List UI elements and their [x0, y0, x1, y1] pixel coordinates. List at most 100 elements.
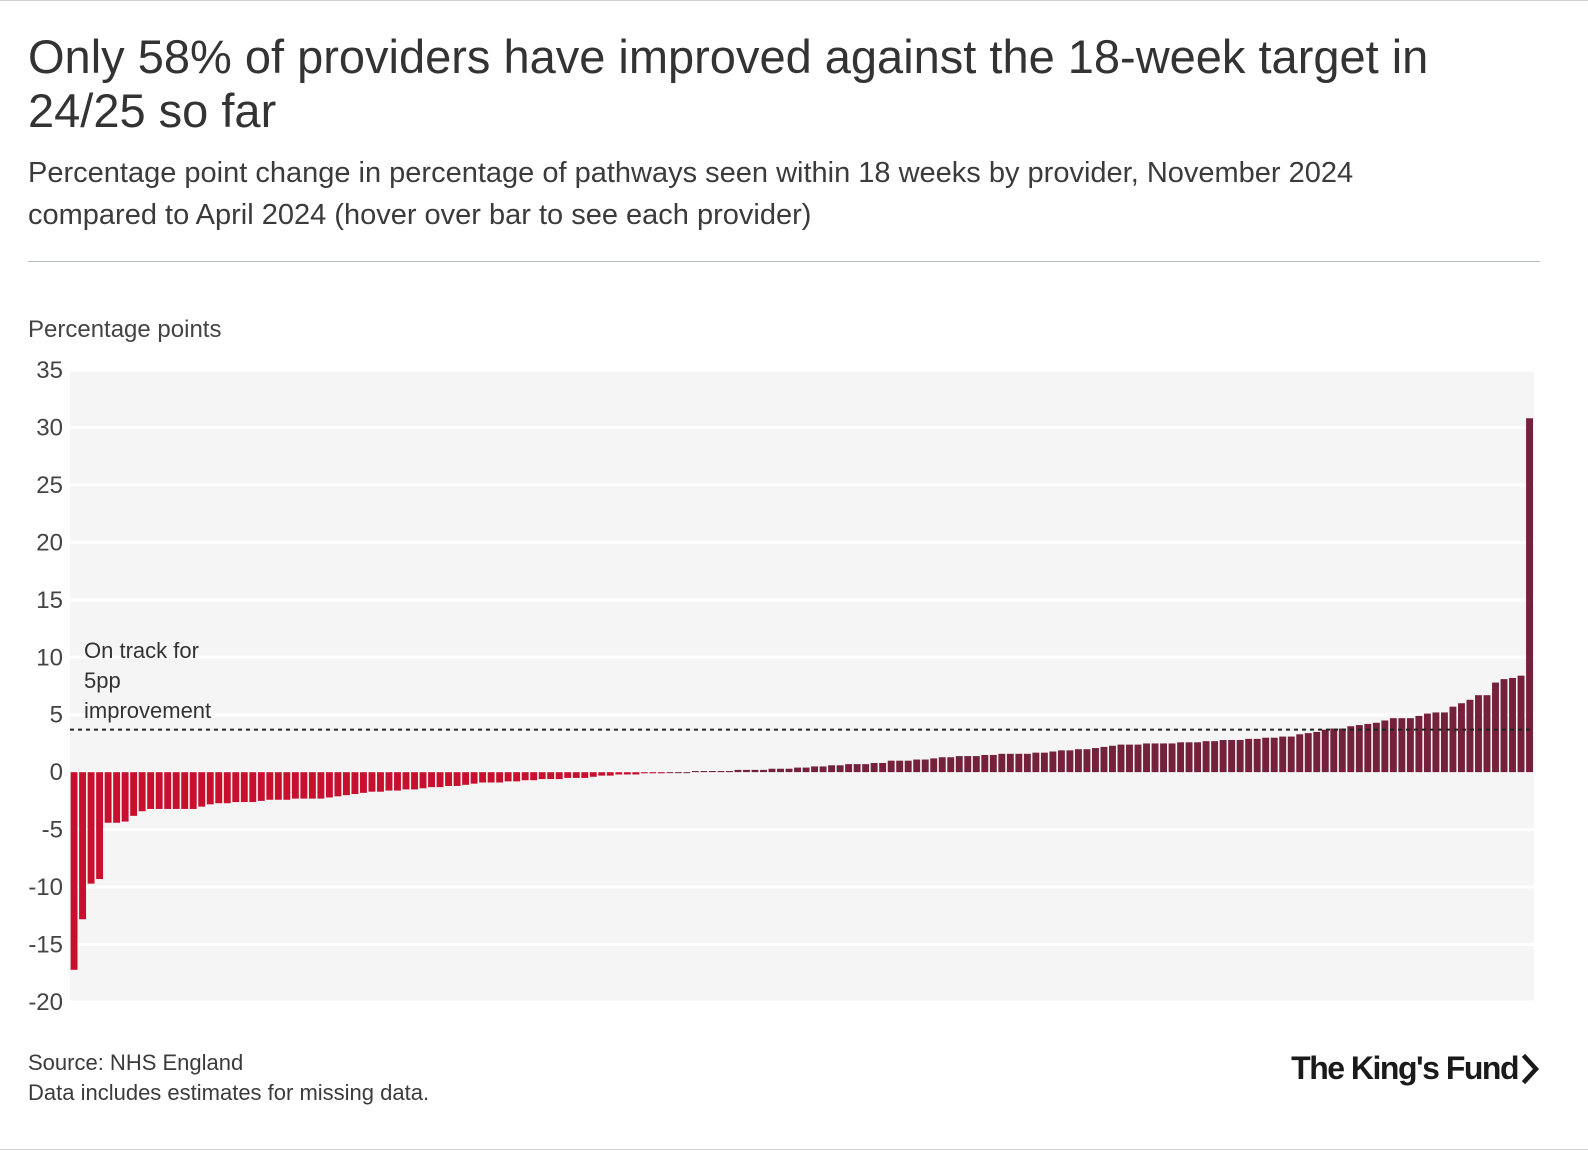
bar[interactable] — [1177, 742, 1185, 773]
bar[interactable] — [632, 772, 640, 775]
bar[interactable] — [623, 772, 631, 775]
bar[interactable] — [155, 772, 163, 809]
bar[interactable] — [266, 772, 274, 800]
bar[interactable] — [1219, 740, 1227, 773]
bar[interactable] — [206, 772, 214, 805]
bar[interactable] — [1364, 723, 1372, 773]
bar[interactable] — [1483, 695, 1491, 773]
bar[interactable] — [1355, 725, 1363, 773]
bar[interactable] — [1432, 712, 1440, 773]
bar[interactable] — [462, 772, 470, 785]
bar[interactable] — [1423, 713, 1431, 773]
bar[interactable] — [1066, 750, 1074, 773]
bar[interactable] — [249, 772, 257, 803]
bar[interactable] — [768, 768, 776, 773]
bar[interactable] — [743, 769, 750, 773]
bar[interactable] — [1338, 728, 1346, 773]
bar[interactable] — [691, 771, 699, 773]
bar[interactable] — [598, 772, 606, 776]
kings-fund-logo[interactable]: The King's Fund — [1291, 1050, 1542, 1087]
bar[interactable] — [428, 772, 435, 788]
bar[interactable] — [87, 772, 95, 884]
bar[interactable] — [300, 772, 308, 799]
bar[interactable] — [1372, 722, 1380, 773]
bar[interactable] — [1083, 749, 1091, 773]
bar[interactable] — [138, 772, 146, 812]
bar[interactable] — [1262, 737, 1270, 773]
bar[interactable] — [972, 756, 980, 773]
bar[interactable] — [1092, 748, 1099, 773]
bar[interactable] — [513, 772, 521, 782]
bar[interactable] — [1006, 753, 1014, 773]
bar[interactable] — [700, 771, 708, 773]
bar[interactable] — [1057, 750, 1065, 773]
bar[interactable] — [981, 754, 989, 773]
bar[interactable] — [615, 772, 623, 775]
bar[interactable] — [1381, 720, 1389, 773]
bar[interactable] — [1492, 682, 1499, 773]
bar[interactable] — [130, 772, 138, 816]
bar[interactable] — [1415, 715, 1423, 773]
bar[interactable] — [1126, 744, 1133, 773]
bar[interactable] — [964, 756, 972, 773]
bar[interactable] — [862, 764, 870, 773]
bar[interactable] — [530, 772, 538, 781]
bar[interactable] — [1517, 675, 1525, 773]
bar[interactable] — [683, 772, 691, 774]
bar[interactable] — [606, 772, 614, 776]
bar[interactable] — [147, 772, 155, 809]
bar[interactable] — [1074, 749, 1082, 773]
bar[interactable] — [1202, 741, 1210, 773]
bar[interactable] — [223, 772, 231, 804]
bar[interactable] — [819, 766, 827, 773]
bar[interactable] — [564, 772, 572, 778]
bar[interactable] — [215, 772, 223, 804]
bar[interactable] — [708, 771, 716, 773]
bar[interactable] — [1015, 753, 1023, 773]
bar[interactable] — [879, 762, 887, 773]
bar[interactable] — [504, 772, 512, 782]
bar[interactable] — [921, 759, 929, 773]
bar[interactable] — [896, 760, 904, 773]
bar[interactable] — [1398, 718, 1406, 773]
bar[interactable] — [402, 772, 410, 790]
bar[interactable] — [811, 766, 819, 773]
bar[interactable] — [828, 765, 836, 773]
bar[interactable] — [360, 772, 367, 793]
bar[interactable] — [1109, 745, 1116, 773]
bar[interactable] — [291, 772, 299, 799]
bar[interactable] — [1466, 699, 1474, 773]
bar[interactable] — [342, 772, 350, 796]
bar[interactable] — [1168, 743, 1176, 773]
bar[interactable] — [760, 769, 767, 773]
bar[interactable] — [555, 772, 563, 780]
bar[interactable] — [257, 772, 265, 801]
bar[interactable] — [1270, 737, 1278, 773]
bar[interactable] — [1032, 752, 1040, 773]
bar[interactable] — [411, 772, 418, 790]
bar[interactable] — [189, 772, 197, 809]
bar[interactable] — [1117, 744, 1125, 773]
bar[interactable] — [1296, 734, 1304, 773]
bar[interactable] — [955, 756, 963, 773]
bar[interactable] — [1160, 743, 1167, 773]
bar[interactable] — [96, 772, 104, 880]
bar[interactable] — [853, 764, 861, 773]
bar[interactable] — [198, 772, 206, 807]
bar[interactable] — [1100, 746, 1108, 773]
bar[interactable] — [172, 772, 180, 809]
bar[interactable] — [802, 767, 810, 773]
bar[interactable] — [1304, 733, 1312, 773]
bar[interactable] — [794, 767, 801, 773]
bar[interactable] — [666, 772, 674, 774]
bar[interactable] — [1406, 718, 1414, 773]
bar[interactable] — [938, 757, 946, 773]
bar[interactable] — [479, 772, 487, 783]
bar[interactable] — [751, 769, 759, 773]
bar[interactable] — [1236, 740, 1244, 773]
bar[interactable] — [334, 772, 342, 797]
bar[interactable] — [521, 772, 529, 781]
bar[interactable] — [785, 768, 793, 773]
bar[interactable] — [104, 772, 112, 823]
bar[interactable] — [1287, 736, 1295, 773]
